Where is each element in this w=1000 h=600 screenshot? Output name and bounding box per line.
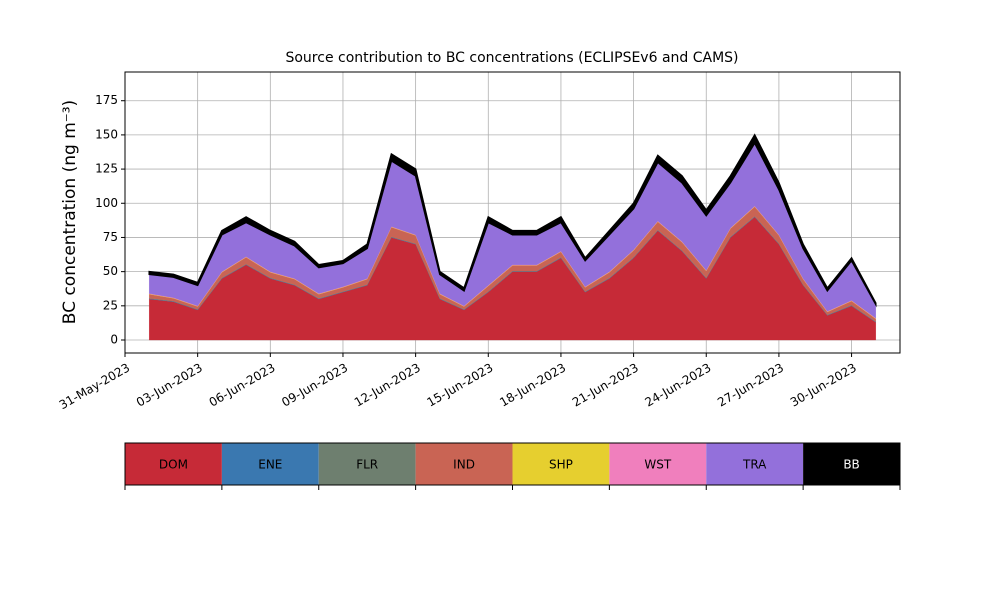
legend-swatch [706, 443, 804, 485]
x-tick-label: 15-Jun-2023 [425, 361, 496, 410]
y-tick-label: 75 [103, 230, 118, 244]
legend-label: DOM [159, 458, 188, 472]
legend-swatch [609, 443, 707, 485]
legend-label: SHP [549, 458, 573, 472]
legend-swatch [512, 443, 610, 485]
legend-label: BB [843, 458, 859, 472]
x-tick-label: 24-Jun-2023 [643, 361, 714, 410]
x-tick-label: 21-Jun-2023 [570, 361, 641, 410]
y-tick-label: 150 [95, 127, 118, 141]
y-axis-label: BC concentration (ng m⁻³) [60, 100, 80, 324]
legend-frame [124, 442, 901, 486]
y-tick-label: 125 [95, 162, 118, 176]
y-tick-label: 50 [103, 264, 118, 278]
x-tick-label: 18-Jun-2023 [497, 361, 568, 410]
y-tick-label: 175 [95, 93, 118, 107]
y-tick-label: 25 [103, 298, 118, 312]
x-tick-label: 09-Jun-2023 [279, 361, 350, 410]
plot-frame [124, 71, 901, 354]
chart-title: Source contribution to BC concentrations… [285, 50, 738, 66]
x-tick-label: 27-Jun-2023 [715, 361, 786, 410]
legend-label: ENE [258, 458, 282, 472]
x-tick-label: 03-Jun-2023 [134, 361, 205, 410]
x-tick-label: 12-Jun-2023 [352, 361, 423, 410]
x-tick-label: 30-Jun-2023 [788, 361, 859, 410]
legend-swatch [318, 443, 416, 485]
legend-label: WST [644, 458, 671, 472]
y-tick-label: 100 [95, 196, 118, 210]
legend-swatch [415, 443, 513, 485]
y-tick-label: 0 [110, 333, 118, 347]
x-tick-label: 31-May-2023 [57, 361, 132, 413]
legend-swatch [803, 443, 900, 485]
legend-swatch [125, 443, 222, 485]
legend-swatch [221, 443, 319, 485]
area-bb [148, 133, 877, 308]
legend-label: IND [453, 458, 475, 472]
legend-label: FLR [356, 458, 378, 472]
legend-label: TRA [742, 458, 767, 472]
x-tick-label: 06-Jun-2023 [207, 361, 278, 410]
